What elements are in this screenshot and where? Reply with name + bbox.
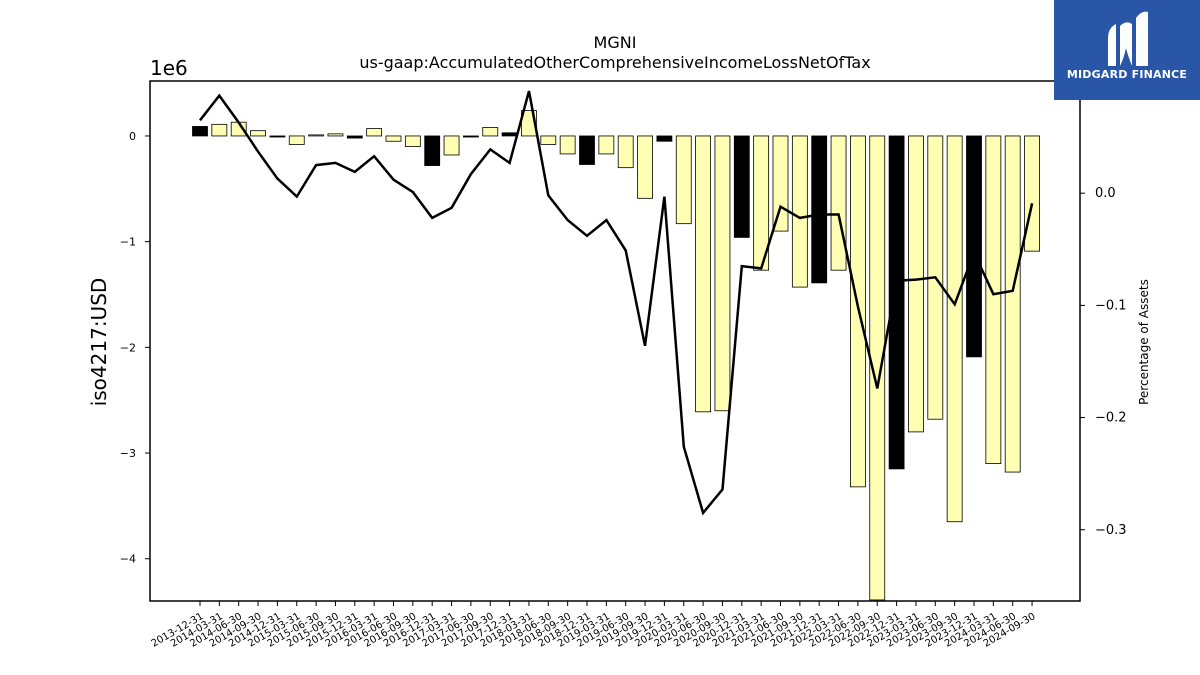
plot-frame xyxy=(149,80,1081,602)
y-offset-label: 1e6 xyxy=(150,56,188,80)
bar xyxy=(482,127,499,137)
bar xyxy=(830,135,847,271)
bar xyxy=(675,135,692,225)
bar xyxy=(946,135,963,523)
bar xyxy=(308,134,325,137)
bar xyxy=(385,135,402,142)
bar xyxy=(869,135,886,601)
y2-tick-label: −0.1 xyxy=(1095,298,1127,313)
y-tick-label: −2 xyxy=(120,341,136,354)
bar xyxy=(346,135,363,139)
y-tick-label: −3 xyxy=(120,447,136,460)
chart-subtitle: us-gaap:AccumulatedOtherComprehensiveInc… xyxy=(359,53,870,72)
bar xyxy=(656,135,673,142)
y-axis-label: iso4217:USD xyxy=(87,278,111,407)
bar xyxy=(733,135,750,238)
brand-logo: MIDGARD FINANCE xyxy=(1054,0,1200,100)
bar xyxy=(1004,135,1021,473)
bar xyxy=(327,133,344,137)
bar xyxy=(714,135,731,412)
y-tick-label: −4 xyxy=(120,553,136,566)
line-group xyxy=(199,90,1034,516)
bar xyxy=(192,126,208,137)
bar xyxy=(404,135,421,147)
bar xyxy=(966,135,982,358)
bar xyxy=(443,135,460,156)
bars-group xyxy=(192,110,1040,601)
y2-tick-label: 0.0 xyxy=(1095,186,1116,201)
bar xyxy=(559,135,576,155)
y2-tick-label: −0.2 xyxy=(1095,411,1127,426)
y2-axis-label: Percentage of Assets xyxy=(1137,279,1151,405)
bar xyxy=(695,135,711,413)
bar xyxy=(366,128,383,137)
bar xyxy=(772,135,789,232)
y2-tick-label: −0.3 xyxy=(1095,523,1127,538)
bar xyxy=(598,135,615,155)
bar xyxy=(501,132,518,137)
bar xyxy=(462,135,479,138)
bar xyxy=(985,135,1002,465)
bar xyxy=(811,135,828,284)
bar xyxy=(637,135,653,199)
midgard-logo-icon xyxy=(1108,11,1148,67)
brand-name: MIDGARD FINANCE xyxy=(1066,68,1188,81)
bar xyxy=(250,130,266,137)
bar xyxy=(211,123,228,137)
bar xyxy=(579,135,595,165)
bar xyxy=(540,135,557,145)
y-tick-label: 0 xyxy=(129,130,136,143)
bar xyxy=(791,135,808,288)
bar xyxy=(288,135,305,145)
bar xyxy=(269,135,286,138)
ticks-group: 0−1−2−3−40.0−0.1−0.2−0.32013-12-312014-0… xyxy=(120,130,1127,650)
percentage-line xyxy=(199,90,1034,516)
bar xyxy=(424,135,441,166)
bar xyxy=(617,135,634,169)
bar xyxy=(753,135,770,271)
bar xyxy=(888,135,905,470)
bar xyxy=(1024,135,1040,252)
bar xyxy=(908,135,924,433)
chart-title: MGNI xyxy=(594,33,637,52)
y-tick-label: −1 xyxy=(120,236,136,249)
